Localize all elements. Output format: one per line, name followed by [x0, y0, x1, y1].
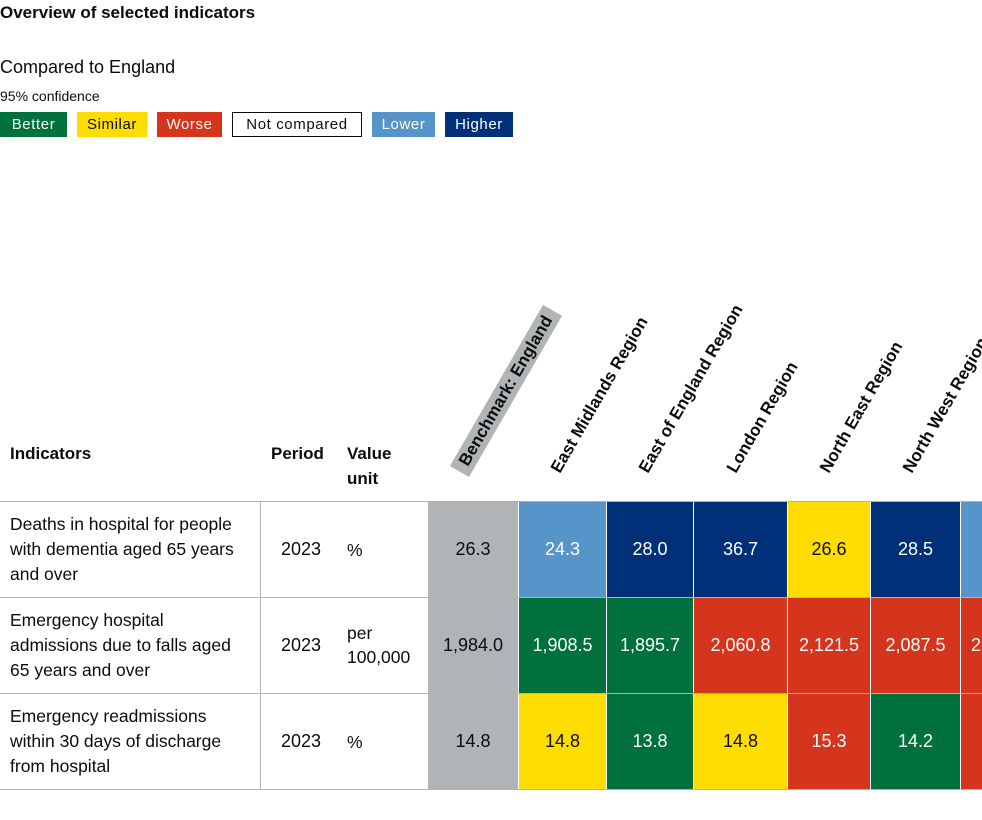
value-cell: 14.2 — [871, 694, 960, 789]
value-cell — [961, 694, 982, 789]
indicator-period: 2023 — [281, 635, 322, 655]
header-period: Period — [271, 444, 324, 463]
indicator-unit: % — [347, 732, 363, 752]
value-cell: 28.0 — [607, 502, 693, 597]
header-indicators: Indicators — [10, 444, 92, 463]
area-header-london: London Region — [722, 358, 802, 476]
value-cell: 26.6 — [788, 502, 870, 597]
value-cell: 13.8 — [607, 694, 693, 789]
value-cell: 15.3 — [788, 694, 870, 789]
header-value-unit: Value unit — [347, 444, 392, 488]
area-header-north-west: North West Region — [898, 334, 982, 476]
value-cell: 14.8 — [694, 694, 787, 789]
section-title: Overview of selected indicators — [0, 3, 256, 22]
table-divider — [0, 501, 982, 502]
value-cell: 2,121.5 — [788, 598, 870, 693]
area-header-east-midlands: East Midlands Region — [546, 313, 652, 476]
legend-similar: Similar — [77, 112, 147, 137]
value-cell: 28.5 — [871, 502, 960, 597]
legend-not-compared: Not compared — [232, 112, 362, 137]
indicator-period: 2023 — [281, 539, 322, 559]
table-divider — [0, 597, 982, 598]
area-header-benchmark: Benchmark: England — [450, 304, 563, 477]
legend-lower: Lower — [372, 112, 435, 137]
value-cell-benchmark: 1,984.0 — [428, 598, 518, 693]
legend-better: Better — [0, 112, 67, 137]
value-cell: 2 — [961, 598, 982, 693]
indicator-period: 2023 — [281, 731, 322, 751]
legend-higher: Higher — [445, 112, 513, 137]
value-cell: 24.3 — [519, 502, 606, 597]
value-cell: 36.7 — [694, 502, 787, 597]
indicator-unit: % — [347, 540, 363, 560]
value-cell: 1,908.5 — [519, 598, 606, 693]
compared-to-label: Compared to England — [0, 57, 176, 77]
column-divider — [260, 501, 261, 790]
value-cell: 2,060.8 — [694, 598, 787, 693]
value-cell: 14.8 — [519, 694, 606, 789]
table-divider — [0, 789, 982, 790]
value-cell — [961, 502, 982, 597]
indicator-unit: per 100,000 — [347, 623, 411, 667]
value-cell-benchmark: 26.3 — [428, 502, 518, 597]
table-divider — [0, 693, 982, 694]
value-cell: 2,087.5 — [871, 598, 960, 693]
indicator-name: Emergency readmissions within 30 days of… — [10, 706, 222, 776]
legend-worse: Worse — [157, 112, 222, 137]
indicator-name: Emergency hospital admissions due to fal… — [10, 610, 231, 680]
value-cell: 1,895.7 — [607, 598, 693, 693]
area-header-north-east: North East Region — [815, 338, 907, 476]
confidence-label: 95% confidence — [0, 88, 100, 104]
indicator-name: Deaths in hospital for people with demen… — [10, 514, 234, 584]
value-cell-benchmark: 14.8 — [428, 694, 518, 789]
